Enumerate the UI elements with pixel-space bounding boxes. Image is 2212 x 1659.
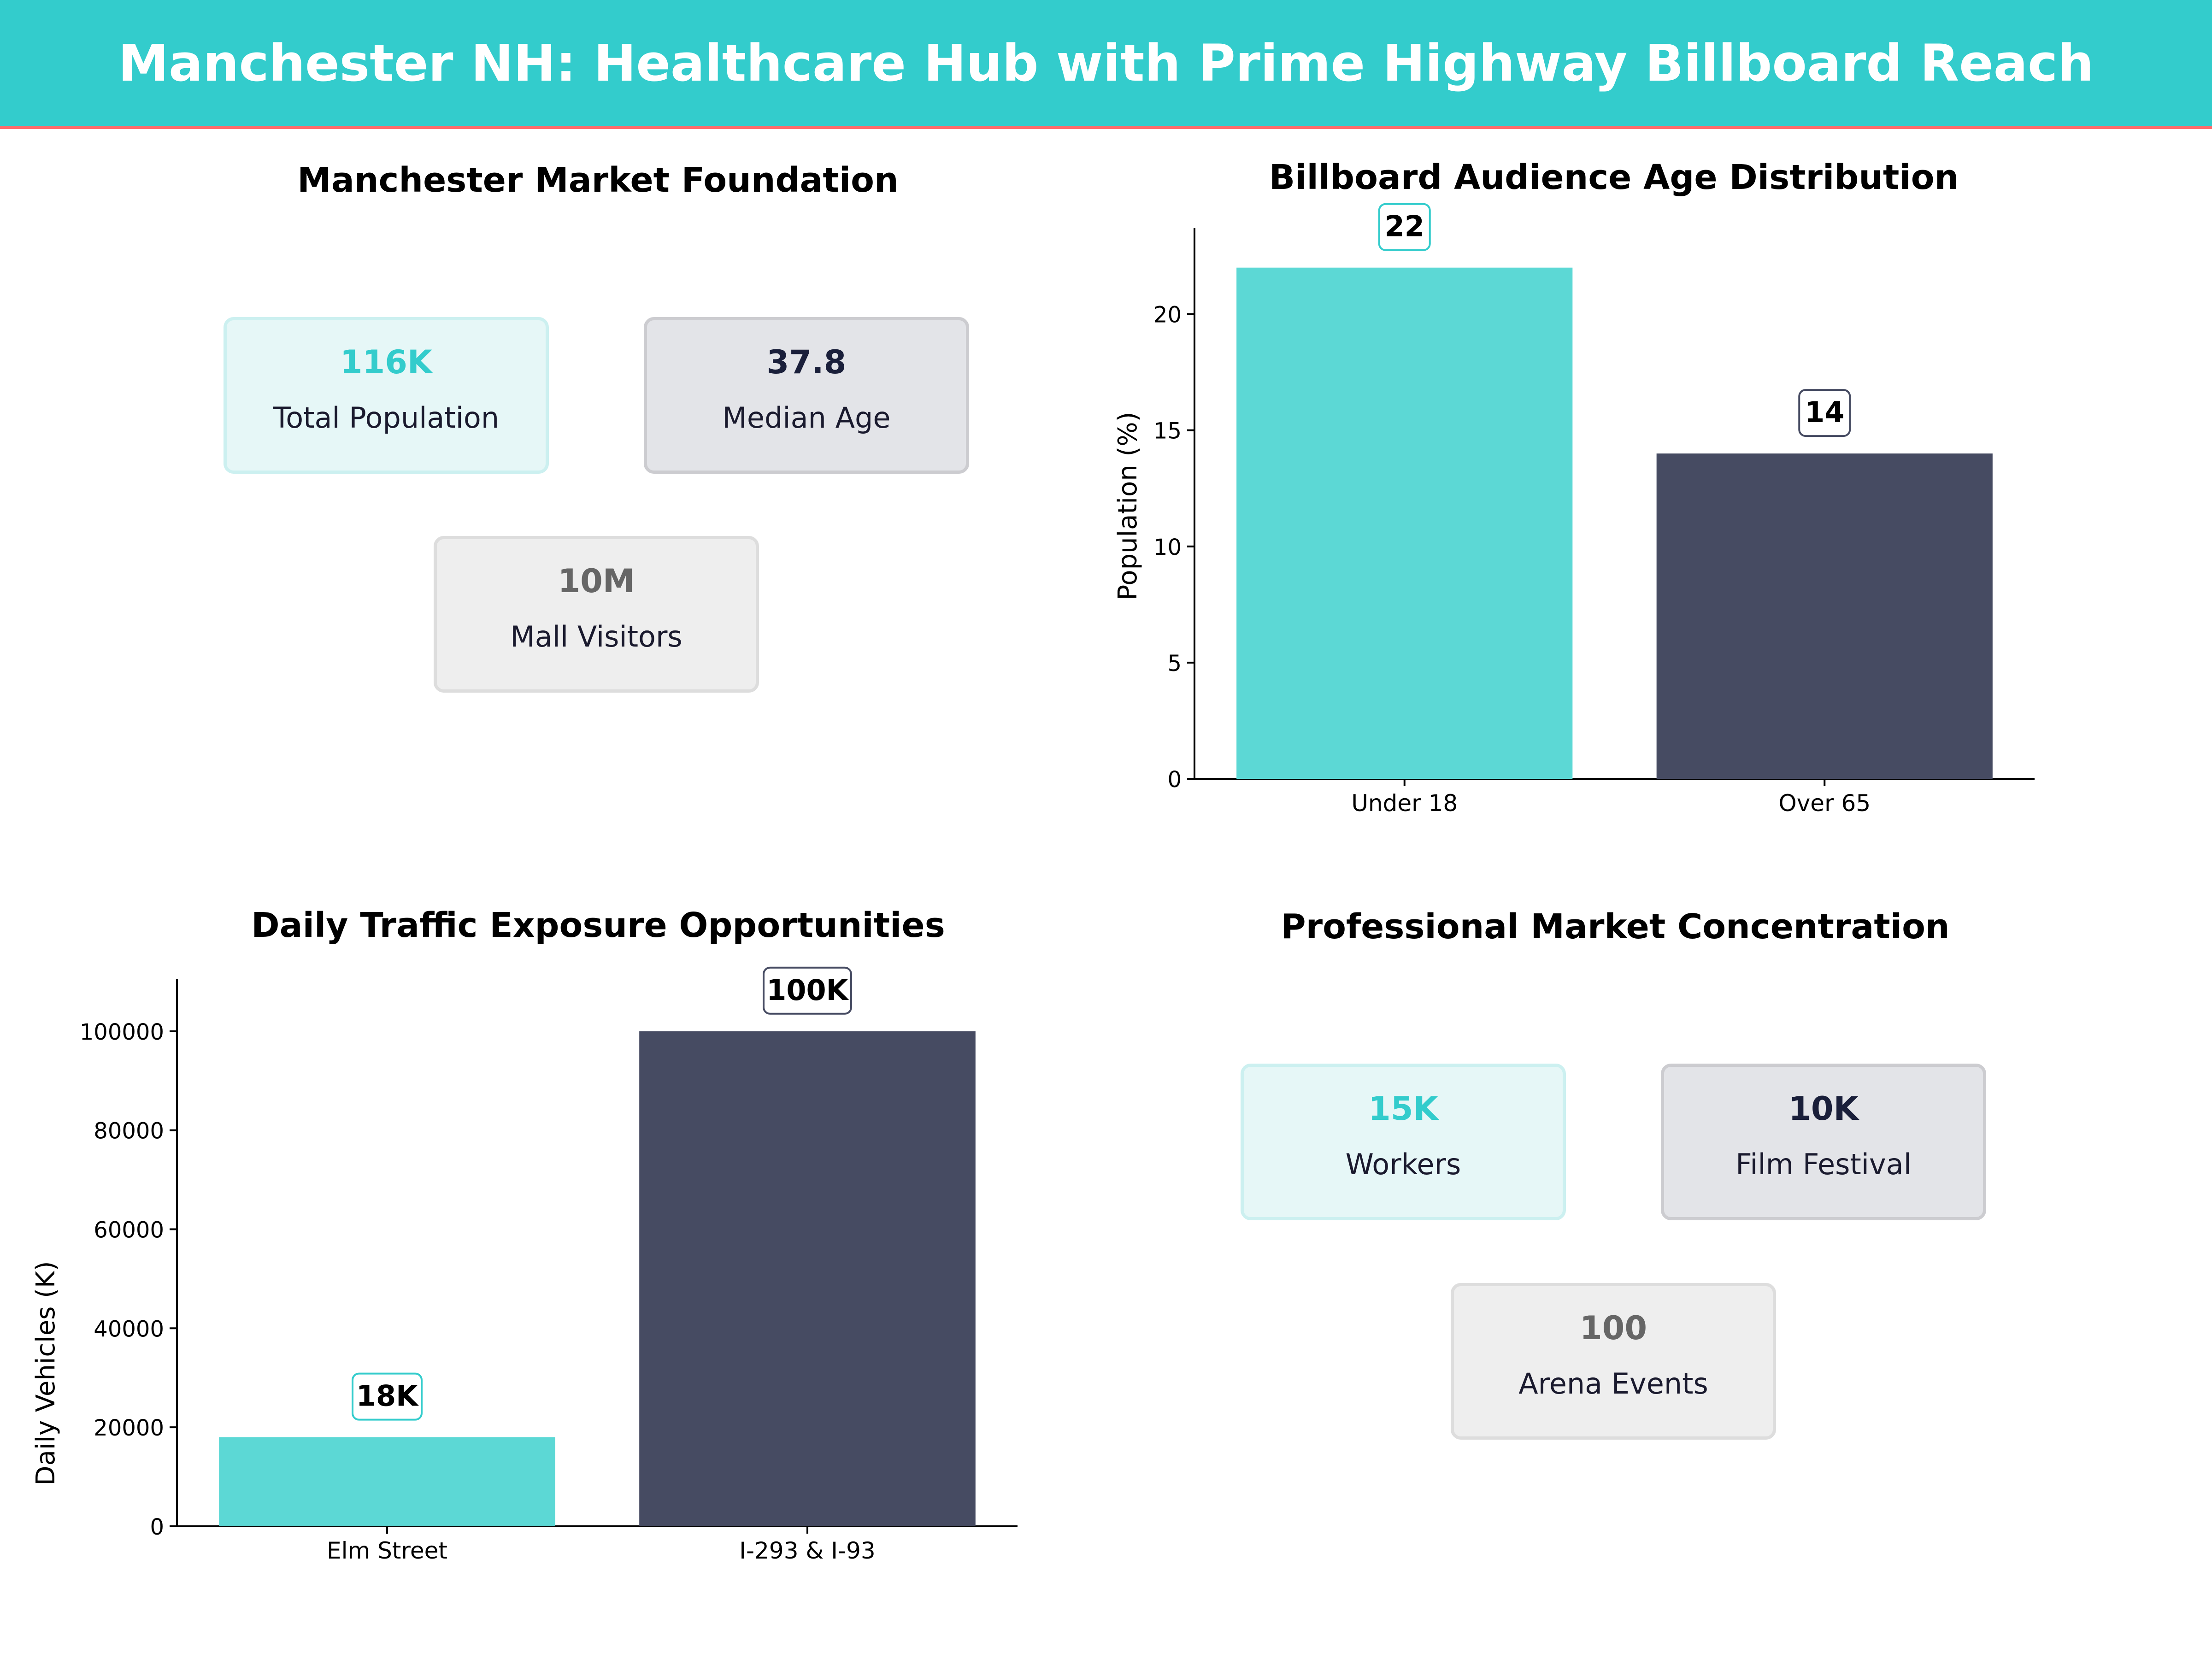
page-title: Manchester NH: Healthcare Hub with Prime… xyxy=(118,33,2094,93)
data-label: 22 xyxy=(1385,210,1424,243)
y-tick-label: 40000 xyxy=(94,1316,164,1342)
y-tick-label: 5 xyxy=(1167,651,1182,677)
stat-card-film-festival: 10K Film Festival xyxy=(1661,1064,1986,1220)
stat-value: 37.8 xyxy=(766,343,847,381)
x-tick-label: Over 65 xyxy=(1778,790,1871,817)
y-tick-label: 15 xyxy=(1153,418,1182,444)
bar xyxy=(1656,453,1993,779)
y-axis-label: Daily Vehicles (K) xyxy=(31,1261,61,1485)
professional-market-title: Professional Market Concentration xyxy=(1281,907,1950,947)
stat-value: 100 xyxy=(1579,1309,1647,1347)
y-tick-label: 20 xyxy=(1153,302,1182,328)
stat-label: Film Festival xyxy=(1735,1147,1912,1181)
y-tick-label: 100000 xyxy=(80,1019,164,1045)
stat-card-population: 116K Total Population xyxy=(224,317,549,474)
stat-card-median-age: 37.8 Median Age xyxy=(644,317,969,474)
stat-card-mall-visitors: 10M Mall Visitors xyxy=(434,536,759,693)
chart-title: Billboard Audience Age Distribution xyxy=(1269,158,1959,197)
bar xyxy=(1236,267,1573,779)
bar xyxy=(639,1031,976,1526)
y-tick-label: 10 xyxy=(1153,535,1182,560)
stat-card-workers: 15K Workers xyxy=(1241,1064,1566,1220)
stat-value: 10M xyxy=(558,562,635,600)
age-distribution-chart: Billboard Audience Age Distribution Popu… xyxy=(1113,158,2035,817)
stat-value: 116K xyxy=(340,343,433,381)
x-tick-label: Under 18 xyxy=(1351,790,1458,817)
market-foundation-title: Manchester Market Foundation xyxy=(297,160,899,200)
data-label: 14 xyxy=(1805,395,1844,429)
stat-label: Total Population xyxy=(273,401,500,435)
y-tick-label: 0 xyxy=(1167,767,1182,793)
stat-label: Arena Events xyxy=(1518,1367,1708,1400)
stat-card-arena-events: 100 Arena Events xyxy=(1451,1283,1776,1440)
plot-area: 0 5 10 15 20 Under 18 22 Over 65 14 xyxy=(1153,203,2035,817)
y-tick-label: 20000 xyxy=(94,1415,164,1441)
stat-value: 10K xyxy=(1788,1090,1859,1128)
data-label-box xyxy=(352,1372,423,1421)
data-label-box xyxy=(1378,203,1431,251)
data-label: 18K xyxy=(356,1379,419,1413)
y-tick-label: 0 xyxy=(150,1514,164,1540)
stat-label: Workers xyxy=(1345,1147,1461,1181)
data-label-box xyxy=(1798,389,1851,437)
data-label-box xyxy=(763,966,852,1015)
chart-title: Daily Traffic Exposure Opportunities xyxy=(251,906,945,945)
bar xyxy=(219,1437,555,1526)
y-tick-label: 80000 xyxy=(94,1118,164,1144)
stat-label: Median Age xyxy=(722,401,891,435)
y-tick-label: 60000 xyxy=(94,1217,164,1243)
x-tick-label: I-293 & I-93 xyxy=(739,1537,875,1564)
plot-area: 0 20000 40000 60000 80000 100000 Elm Street 18K… xyxy=(80,966,1018,1564)
traffic-exposure-chart: Daily Traffic Exposure Opportunities Dai… xyxy=(31,906,1018,1564)
stat-value: 15K xyxy=(1368,1090,1438,1128)
data-label: 100K xyxy=(766,973,849,1007)
x-tick-label: Elm Street xyxy=(327,1537,447,1564)
y-axis-label: Population (%) xyxy=(1113,412,1143,600)
header-banner: Manchester NH: Healthcare Hub with Prime… xyxy=(0,0,2212,129)
stat-label: Mall Visitors xyxy=(510,620,682,653)
